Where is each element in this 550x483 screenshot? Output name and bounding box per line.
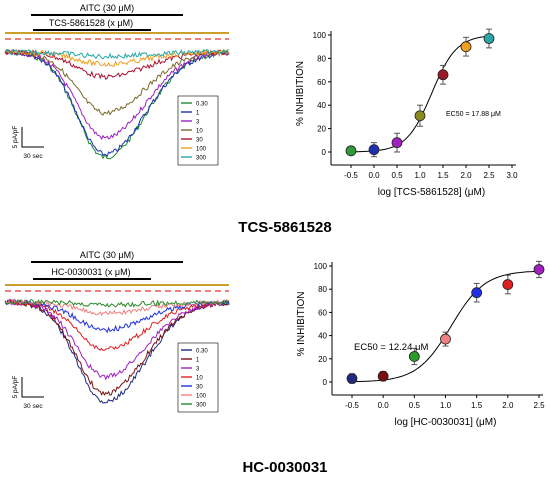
aitc-label: AITC (30 μM) <box>80 3 134 13</box>
data-point-6 <box>483 33 495 44</box>
x-tick-label: 1.0 <box>414 171 426 180</box>
data-point-6 <box>533 264 545 275</box>
legend-box <box>177 95 219 166</box>
traces-panel-hc: AITC (30 μM) HC-0030031 (x μM) 0.30 1 3 10 30 1… <box>4 250 230 413</box>
trace-30 <box>4 48 230 80</box>
legend-label-100: 100 <box>196 394 207 400</box>
trace-10 <box>4 49 230 116</box>
x-tick-label: 0.0 <box>368 171 380 180</box>
antagonist-label: TCS-5861528 (x μM) <box>49 18 133 28</box>
y-tick-label: 80 <box>317 54 326 63</box>
scale-bar <box>21 377 44 398</box>
legend-label-1: 1 <box>196 111 200 117</box>
y-tick-label: 20 <box>318 355 327 364</box>
x-axis-label: log [TCS-5861528] (μM) <box>378 187 485 198</box>
y-tick-label: 100 <box>314 262 328 271</box>
fit-curve <box>351 35 490 153</box>
legend-label-100: 100 <box>196 147 207 153</box>
legend-label-1: 1 <box>196 358 200 364</box>
x-tick-label: 2.5 <box>483 171 495 180</box>
data-point-0 <box>346 373 358 384</box>
x-tick-label: 1.5 <box>437 171 449 180</box>
scale-bar <box>21 127 44 148</box>
y-tick-label: 60 <box>318 308 327 317</box>
dose-response-panel-tcs: 0 20 40 60 80 100 -0.5 0.0 0.5 1.0 1.5 2.0 2.5 3.0 % I… <box>295 28 518 198</box>
trace-300 <box>4 298 230 308</box>
data-point-1 <box>368 144 380 156</box>
trace-1 <box>4 298 230 397</box>
data-point-0 <box>345 145 357 157</box>
x-tick-label: -0.5 <box>345 401 359 410</box>
x-tick-label: -0.5 <box>344 171 358 180</box>
ec50-annotation: EC50 = 12.24 μM <box>354 342 428 353</box>
scale-x-label: 30 sec <box>23 153 43 160</box>
data-point-4 <box>471 287 483 299</box>
data-point-3 <box>414 110 426 122</box>
x-tick-label: 2.0 <box>460 171 472 180</box>
data-point-4 <box>437 69 449 81</box>
antagonist-label: HC-0030031 (x μM) <box>51 267 130 277</box>
dose-response-panel-hc: 0 20 40 60 80 100 -0.5 0.0 0.5 1.0 1.5 2.0 2.5 % INHI… <box>296 260 545 428</box>
x-axis-label: log [HC-0030031] (μM) <box>395 417 497 428</box>
x-tick-label: 2.5 <box>533 401 545 410</box>
data-point-2 <box>408 351 420 362</box>
trace-100 <box>5 48 230 67</box>
y-tick-label: 0 <box>323 378 328 387</box>
trace-1 <box>4 49 230 158</box>
y-tick-label: 60 <box>317 78 326 87</box>
legend-label-10: 10 <box>196 129 203 135</box>
aitc-label: AITC (30 μM) <box>80 250 134 260</box>
y-tick-label: 0 <box>322 148 327 157</box>
data-point-5 <box>502 279 514 290</box>
caption-hc: HC-0030031 <box>242 459 327 476</box>
trace-300 <box>4 48 230 60</box>
ec50-annotation: EC50 = 17.88 μM <box>446 111 501 118</box>
y-tick-label: 40 <box>318 332 327 341</box>
legend-label-3: 3 <box>196 367 200 373</box>
x-tick-label: 1.0 <box>440 401 452 410</box>
traces-panel-tcs: AITC (30 μM) TCS-5861528 (x μM) 0.30 1 3 10 30… <box>4 3 230 166</box>
scale-y-label: 5 pA/pF <box>12 376 19 399</box>
x-tick-label: 0.5 <box>409 401 421 410</box>
scale-y-label: 5 pA/pF <box>12 126 19 149</box>
legend-label-300: 300 <box>196 403 207 409</box>
legend-label-30: 30 <box>196 138 203 144</box>
legend-label-30: 30 <box>196 385 203 391</box>
y-tick-label: 40 <box>317 101 326 110</box>
y-axis-label: % INHIBITION <box>296 291 307 356</box>
y-tick-label: 100 <box>313 31 327 40</box>
scale-x-label: 30 sec <box>23 403 43 410</box>
y-tick-label: 80 <box>318 285 327 294</box>
data-point-2 <box>391 137 403 149</box>
y-axis-label: % INHIBITION <box>295 61 306 126</box>
data-point-1 <box>377 370 389 382</box>
trace-100 <box>4 298 230 317</box>
legend-label-10: 10 <box>196 376 203 382</box>
trace-3 <box>4 298 230 381</box>
x-tick-label: 0.0 <box>378 401 390 410</box>
legend-label-300: 300 <box>196 156 207 162</box>
x-tick-label: 2.0 <box>502 401 514 410</box>
legend-label-0.30: 0.30 <box>196 349 208 355</box>
x-tick-label: 1.5 <box>471 401 483 410</box>
caption-tcs: TCS-5861528 <box>238 219 331 236</box>
legend-label-0.30: 0.30 <box>196 102 208 108</box>
x-tick-label: 0.5 <box>391 171 403 180</box>
legend-label-3: 3 <box>196 120 200 126</box>
data-point-5 <box>460 41 472 53</box>
data-point-3 <box>440 333 451 345</box>
x-tick-label: 3.0 <box>506 171 518 180</box>
y-tick-label: 20 <box>317 125 326 134</box>
